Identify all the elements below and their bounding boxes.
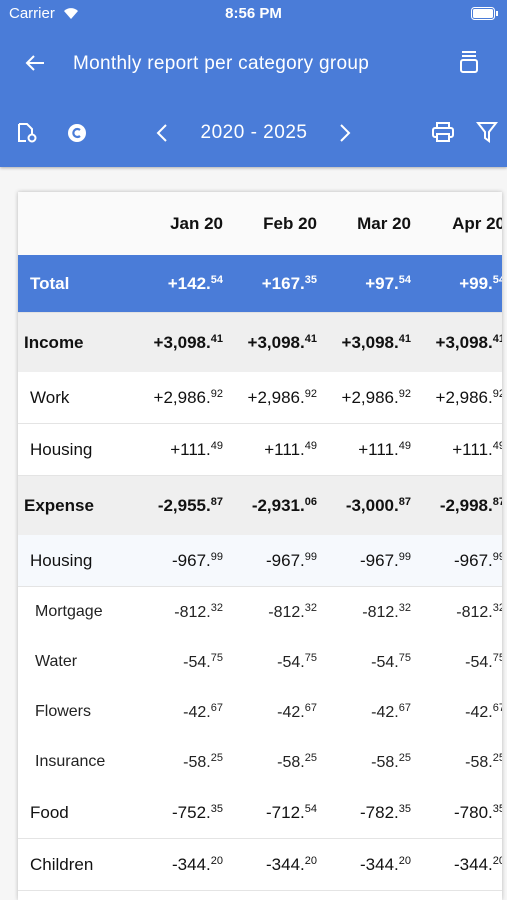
amount-cell: -3,000.87: [323, 475, 417, 535]
table-row: Water -54.75 -54.75 -54.75 -54.75: [18, 637, 502, 687]
table-row: Work+2,986.92+2,986.92+2,986.92+2,986.92: [18, 372, 502, 424]
amount-cell: -812.32: [174, 602, 223, 621]
table-row: Children-344.20-344.20-344.20-344.20: [18, 838, 502, 891]
amount-cell: +111.49: [323, 423, 417, 476]
amount-cell: -2,955.87: [135, 475, 229, 535]
amount-cell: -344.20: [135, 838, 229, 891]
amount-cell: -344.20: [323, 838, 417, 891]
row-label: Children: [18, 838, 135, 891]
amount-cell: -58.25: [183, 752, 223, 771]
app-bar: Carrier 8:56 PM Monthly report per categ…: [0, 0, 507, 167]
row-label: Flowers: [35, 703, 92, 720]
column-header: Apr 20: [417, 192, 502, 255]
table-row: Food-752.35-712.54-782.35-780.35: [18, 787, 502, 839]
battery-icon: [471, 7, 498, 20]
period: 2020 - 2025: [200, 122, 308, 143]
header-row: Jan 20 Feb 20 Mar 20 Apr 20: [18, 192, 502, 255]
title: Monthly report per category group: [73, 53, 370, 74]
table-row: Income +3,098.41 +3,098.41 +3,098.41 +3,098.…: [18, 312, 502, 372]
row-label: Housing: [18, 535, 135, 587]
column-header: Jan 20: [135, 192, 229, 255]
amount-cell: -967.99: [135, 535, 229, 587]
row-label: Work: [18, 372, 135, 424]
amount-cell: +2,986.92: [323, 372, 417, 424]
amount-cell: -2,998.87: [417, 475, 502, 535]
report-table: Jan 20 Feb 20 Mar 20 Apr 20 Total +142.54 +167…: [18, 192, 502, 900]
amount-cell: +111.49: [229, 423, 323, 476]
corner-cell: [18, 192, 135, 255]
amount-cell: +3,098.41: [323, 312, 417, 372]
table: Jan 20 Feb 20 Mar 20 Apr 20 Total +142.54 +167…: [18, 192, 502, 891]
amount-cell: -967.99: [323, 535, 417, 587]
amount-cell: +111.49: [135, 423, 229, 476]
amount-cell: +2,986.92: [229, 372, 323, 424]
row-label: Income: [18, 312, 135, 372]
amount-cell: -812.32: [456, 602, 502, 621]
amount-cell: -54.75: [371, 652, 411, 671]
amount-cell: +2,986.92: [135, 372, 229, 424]
table-row: Total+142.54+167.35+97.54+99.54: [18, 255, 502, 313]
amount-cell: -42.67: [371, 702, 411, 721]
amount-cell: -812.32: [268, 602, 317, 621]
amount-cell: +3,098.41: [135, 312, 229, 372]
table-row: Housing-967.99-967.99-967.99-967.99: [18, 535, 502, 587]
amount-cell: -2,931.06: [229, 475, 323, 535]
amount-cell: -967.99: [417, 535, 502, 587]
table-row: Mortgage -812.32 -812.32 -812.32 -812.32: [18, 587, 502, 638]
back-button[interactable]: [24, 53, 46, 73]
row-label: Insurance: [35, 753, 106, 770]
amount-cell: -54.75: [465, 652, 502, 671]
amount-cell: +142.54: [135, 255, 229, 313]
amount-cell: -812.32: [362, 602, 411, 621]
row-label: Mortgage: [35, 603, 103, 620]
print-button[interactable]: [431, 121, 455, 143]
table-row: Flowers -42.67 -42.67 -42.67 -42.67: [18, 687, 502, 737]
row-label: Expense: [18, 475, 135, 535]
row-label: Housing: [18, 423, 135, 476]
amount-cell: -42.67: [277, 702, 317, 721]
amount-cell: +3,098.41: [417, 312, 502, 372]
amount-cell: -58.25: [371, 752, 411, 771]
amount-cell: -782.35: [323, 787, 417, 839]
row-label: Water: [35, 653, 78, 670]
amount-cell: +97.54: [323, 255, 417, 313]
currency-button[interactable]: [66, 122, 88, 144]
column-header: Feb 20: [229, 192, 323, 255]
filter-button[interactable]: [476, 121, 498, 143]
amount-cell: -967.99: [229, 535, 323, 587]
amount-cell: -42.67: [183, 702, 223, 721]
amount-cell: +2,986.92: [417, 372, 502, 424]
amount-cell: -58.25: [465, 752, 502, 771]
amount-cell: -344.20: [417, 838, 502, 891]
amount-cell: -54.75: [277, 652, 317, 671]
amount-cell: -344.20: [229, 838, 323, 891]
table-row: Housing+111.49+111.49+111.49+111.49: [18, 423, 502, 476]
next-button[interactable]: [337, 123, 353, 143]
amount-cell: -752.35: [135, 787, 229, 839]
settings-file-button[interactable]: [16, 122, 38, 144]
amount-cell: +99.54: [417, 255, 502, 313]
column-header: Mar 20: [323, 192, 417, 255]
row-label: Food: [18, 787, 135, 839]
row-label: Total: [18, 255, 135, 313]
collapse-button[interactable]: [458, 50, 480, 74]
carrier: Carrier: [9, 5, 55, 22]
previous-button[interactable]: [154, 123, 170, 143]
amount-cell: -780.35: [417, 787, 502, 839]
time: 8:56 PM: [225, 5, 282, 22]
amount-cell: -42.67: [465, 702, 502, 721]
amount-cell: -54.75: [183, 652, 223, 671]
table-row: Expense -2,955.87 -2,931.06 -3,000.87 -2,998…: [18, 475, 502, 535]
amount-cell: +167.35: [229, 255, 323, 313]
amount-cell: -58.25: [277, 752, 317, 771]
wifi-icon: [64, 8, 78, 19]
amount-cell: -712.54: [229, 787, 323, 839]
table-row: Insurance -58.25 -58.25 -58.25 -58.25: [18, 737, 502, 787]
amount-cell: +3,098.41: [229, 312, 323, 372]
amount-cell: +111.49: [417, 423, 502, 476]
